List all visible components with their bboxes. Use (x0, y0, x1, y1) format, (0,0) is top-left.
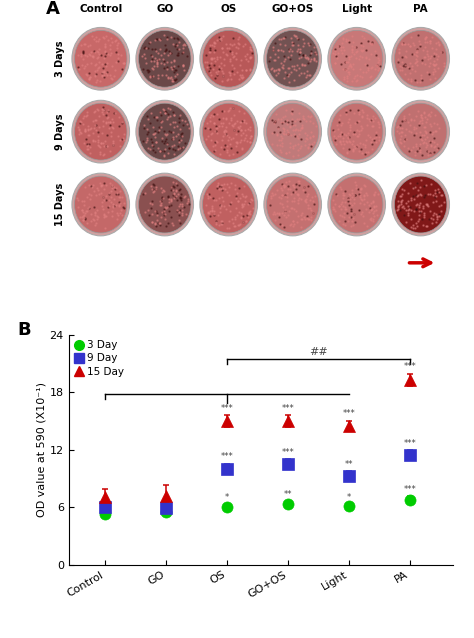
Text: PA: PA (413, 4, 428, 13)
Text: ***: *** (343, 410, 356, 419)
Ellipse shape (392, 173, 449, 236)
Text: ***: *** (221, 452, 234, 461)
Ellipse shape (202, 31, 255, 87)
Ellipse shape (328, 27, 385, 90)
Ellipse shape (74, 31, 127, 87)
Text: 15 Days: 15 Days (55, 183, 65, 226)
Ellipse shape (200, 100, 257, 163)
Legend: 3 Day, 9 Day, 15 Day: 3 Day, 9 Day, 15 Day (74, 340, 125, 376)
Ellipse shape (392, 100, 449, 163)
Ellipse shape (330, 31, 383, 87)
Ellipse shape (394, 103, 447, 160)
Text: *: * (347, 493, 351, 501)
Ellipse shape (264, 173, 321, 236)
Ellipse shape (264, 100, 321, 163)
Text: ##: ## (309, 347, 328, 357)
Text: ***: *** (404, 439, 416, 448)
Ellipse shape (136, 100, 193, 163)
Text: B: B (17, 322, 30, 339)
Ellipse shape (328, 100, 385, 163)
Text: GO: GO (156, 4, 173, 13)
Text: Control: Control (79, 4, 122, 13)
Text: ***: *** (404, 485, 416, 494)
Text: GO+OS: GO+OS (272, 4, 314, 13)
Y-axis label: OD value at 590 (X10⁻¹): OD value at 590 (X10⁻¹) (37, 382, 47, 517)
Text: *: * (225, 493, 229, 502)
Text: **: ** (345, 459, 353, 468)
Ellipse shape (202, 103, 255, 160)
Ellipse shape (72, 100, 129, 163)
Text: ***: *** (404, 362, 416, 371)
Text: OS: OS (220, 4, 237, 13)
Ellipse shape (72, 27, 129, 90)
Text: ***: *** (282, 447, 294, 457)
Text: ***: *** (221, 404, 234, 413)
Ellipse shape (138, 176, 191, 233)
Ellipse shape (392, 27, 449, 90)
Ellipse shape (394, 31, 447, 87)
Text: 9 Days: 9 Days (55, 114, 65, 150)
Ellipse shape (200, 27, 257, 90)
Text: Light: Light (342, 4, 372, 13)
Ellipse shape (202, 176, 255, 233)
Ellipse shape (136, 27, 193, 90)
Ellipse shape (74, 176, 127, 233)
Ellipse shape (264, 27, 321, 90)
Ellipse shape (394, 176, 447, 233)
Ellipse shape (266, 103, 319, 160)
Ellipse shape (200, 173, 257, 236)
Text: 3 Days: 3 Days (55, 41, 65, 77)
Ellipse shape (74, 103, 127, 160)
Ellipse shape (138, 103, 191, 160)
Ellipse shape (330, 176, 383, 233)
Text: ***: *** (282, 404, 294, 413)
Ellipse shape (138, 31, 191, 87)
Ellipse shape (266, 31, 319, 87)
Ellipse shape (266, 176, 319, 233)
Ellipse shape (328, 173, 385, 236)
Ellipse shape (72, 173, 129, 236)
Ellipse shape (136, 173, 193, 236)
Ellipse shape (330, 103, 383, 160)
Text: **: ** (284, 490, 292, 499)
Text: A: A (46, 1, 60, 19)
